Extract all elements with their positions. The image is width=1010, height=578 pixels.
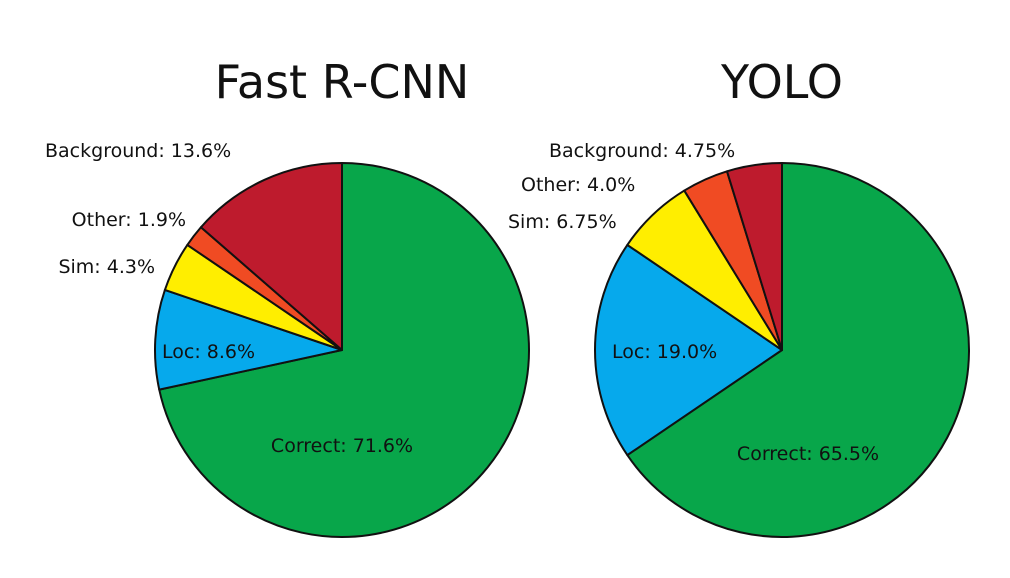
slice-label-sim: Sim: 4.3%: [58, 256, 155, 278]
pie-slice-loc: [154, 288, 343, 391]
pie-slice-correct: [626, 162, 971, 538]
pie-slice-background: [726, 162, 783, 351]
pie-labels: Correct: 65.5% Loc: 19.0% Sim: 6.75% Oth…: [508, 140, 879, 465]
slice-label-correct: Correct: 65.5%: [737, 443, 879, 465]
slice-label-other: Other: 4.0%: [521, 174, 635, 196]
yolo-pie-chart: YOLO Correct: 65.5% Loc: 19.0% Sim: 6.75…: [508, 55, 971, 538]
pie-slice-correct: [158, 162, 530, 538]
slice-label-loc: Loc: 19.0%: [612, 341, 717, 363]
fast-rcnn-pie-chart: Fast R-CNN Correct: 71.6% Loc: 8.6% Sim:…: [45, 55, 530, 538]
slice-label-other: Other: 1.9%: [72, 209, 186, 231]
slice-label-background: Background: 4.75%: [549, 140, 735, 162]
slice-label-correct: Correct: 71.6%: [271, 435, 413, 457]
pie-slice-background: [199, 162, 343, 351]
pie-labels: Correct: 71.6% Loc: 8.6% Sim: 4.3% Other…: [45, 140, 413, 457]
slice-label-sim: Sim: 6.75%: [508, 211, 617, 233]
chart-title: Fast R-CNN: [215, 55, 470, 109]
chart-title: YOLO: [720, 55, 843, 109]
pie-slice-loc: [594, 243, 783, 457]
pie-slices: [154, 162, 530, 538]
slice-label-loc: Loc: 8.6%: [162, 341, 255, 363]
slice-label-background: Background: 13.6%: [45, 140, 231, 162]
pie-slices: [594, 162, 971, 538]
